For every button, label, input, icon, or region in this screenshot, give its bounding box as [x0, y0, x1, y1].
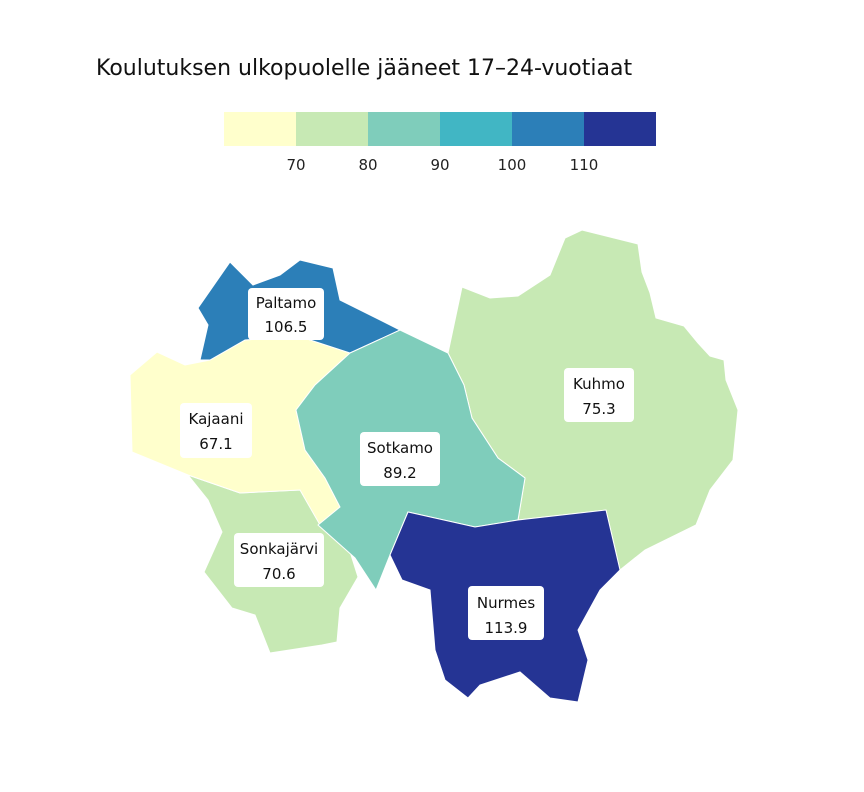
label-kuhmo: Kuhmo 75.3	[564, 368, 634, 422]
legend-tick-label: 90	[430, 156, 449, 174]
label-paltamo: Paltamo 106.5	[248, 288, 324, 340]
label-sotkamo-name: Sotkamo	[367, 439, 433, 457]
label-sotkamo-value: 89.2	[383, 464, 416, 482]
label-sotkamo: Sotkamo 89.2	[360, 432, 440, 486]
label-kuhmo-value: 75.3	[582, 400, 615, 418]
legend-tick-label: 80	[358, 156, 377, 174]
legend-swatch	[296, 112, 368, 146]
label-kuhmo-name: Kuhmo	[573, 375, 625, 393]
label-sonkajarvi: Sonkajärvi 70.6	[234, 533, 324, 587]
legend-swatch	[584, 112, 656, 146]
legend-swatch	[368, 112, 440, 146]
label-kajaani: Kajaani 67.1	[180, 403, 252, 458]
label-sonkajarvi-name: Sonkajärvi	[240, 540, 318, 558]
legend-tick-label: 70	[286, 156, 305, 174]
label-nurmes: Nurmes 113.9	[468, 586, 544, 640]
legend-swatch	[224, 112, 296, 146]
legend-swatch	[512, 112, 584, 146]
label-kajaani-value: 67.1	[199, 435, 232, 453]
legend-tick-label: 100	[498, 156, 527, 174]
label-nurmes-name: Nurmes	[477, 594, 535, 612]
label-paltamo-value: 106.5	[265, 318, 308, 336]
legend-tick-label: 110	[570, 156, 599, 174]
color-legend: 70 80 90 100 110	[224, 112, 656, 174]
legend-swatch	[440, 112, 512, 146]
label-kajaani-name: Kajaani	[189, 410, 244, 428]
label-nurmes-value: 113.9	[485, 619, 528, 637]
label-paltamo-name: Paltamo	[256, 294, 317, 312]
label-sonkajarvi-value: 70.6	[262, 565, 295, 583]
map-title: Koulutuksen ulkopuolelle jääneet 17–24-v…	[96, 56, 633, 81]
